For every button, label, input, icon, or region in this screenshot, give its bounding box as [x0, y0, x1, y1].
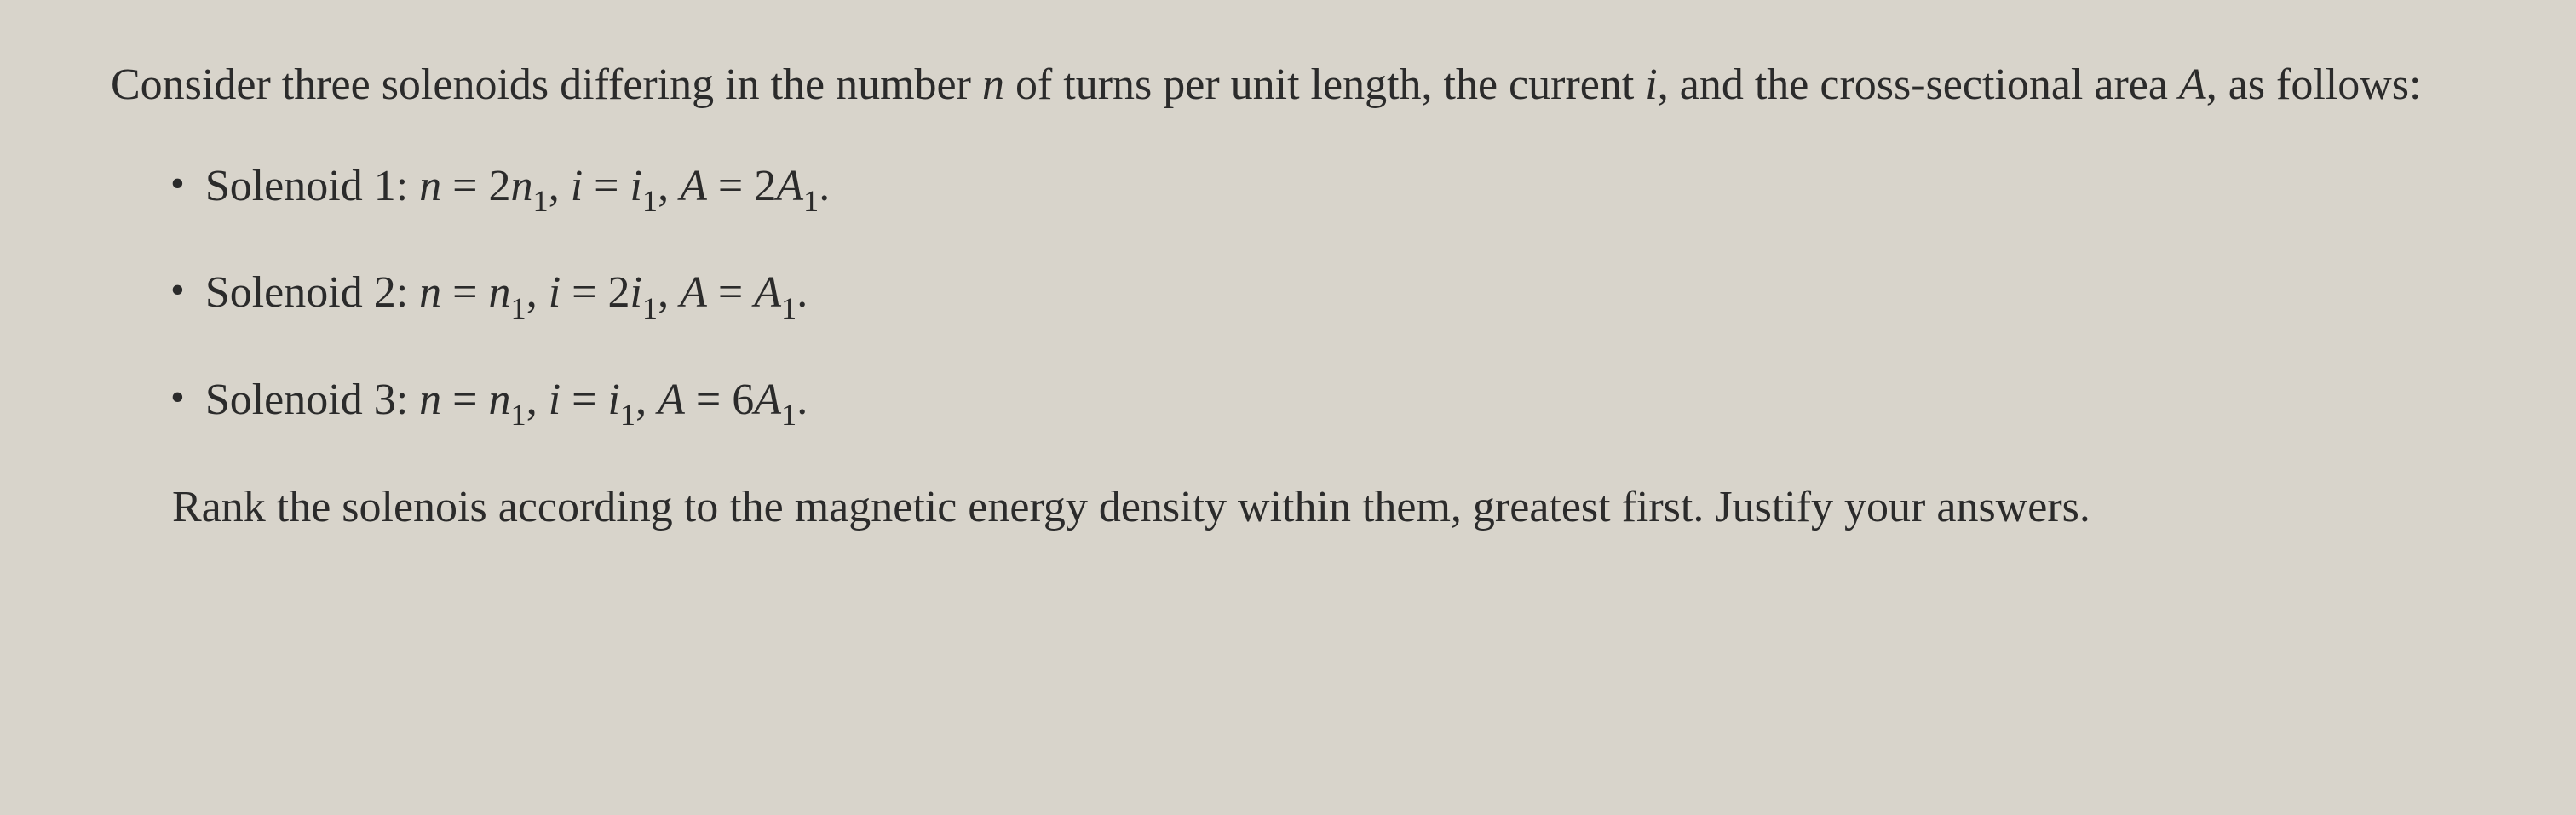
bullet-text-1: Solenoid 1: n = 2n1, i = i1, A = 2A1. — [205, 152, 2482, 224]
bullet-icon: • — [170, 270, 185, 311]
intro-text: Consider three solenoids differing in th… — [111, 60, 2421, 109]
closing-text: Rank the solenois according to the magne… — [172, 483, 2090, 531]
bullet-text-2: Solenoid 2: n = n1, i = 2i1, A = A1. — [205, 259, 2482, 330]
list-item: • Solenoid 3: n = n1, i = i1, A = 6A1. — [170, 366, 2482, 438]
bullet-icon: • — [170, 377, 185, 418]
list-item: • Solenoid 1: n = 2n1, i = i1, A = 2A1. — [170, 152, 2482, 224]
document-page: Consider three solenoids differing in th… — [0, 0, 2576, 594]
intro-paragraph: Consider three solenoids differing in th… — [111, 51, 2482, 120]
list-item: • Solenoid 2: n = n1, i = 2i1, A = A1. — [170, 259, 2482, 330]
bullet-text-3: Solenoid 3: n = n1, i = i1, A = 6A1. — [205, 366, 2482, 438]
closing-paragraph: Rank the solenois according to the magne… — [111, 474, 2482, 542]
bullet-list: • Solenoid 1: n = 2n1, i = i1, A = 2A1. … — [170, 152, 2482, 438]
bullet-icon: • — [170, 164, 185, 204]
